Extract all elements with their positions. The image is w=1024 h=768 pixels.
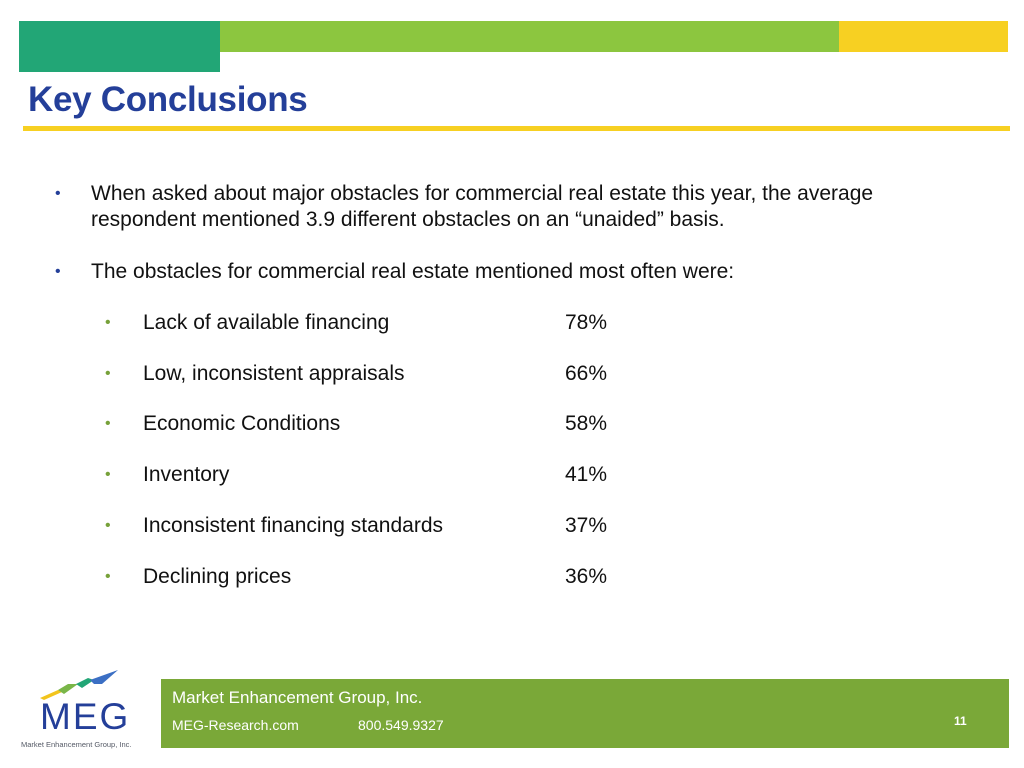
obstacle-percent: 58% (565, 412, 608, 435)
footer-website: MEG-Research.com (172, 717, 299, 733)
obstacle-percent: 66% (565, 362, 608, 385)
slide-title: Key Conclusions (28, 80, 308, 119)
sub-bullet-icon: • (105, 517, 111, 534)
rising-arrow-logo-icon (40, 670, 118, 700)
sub-bullet-icon: • (105, 415, 111, 432)
obstacle-item: • Inventory 41% (105, 462, 643, 488)
sub-bullet-icon: • (105, 568, 111, 585)
sub-bullet-icon: • (105, 365, 111, 382)
obstacle-percent: 78% (565, 311, 608, 334)
footer-phone: 800.549.9327 (358, 717, 444, 733)
header-teal-block (19, 21, 220, 72)
bullet-icon: • (55, 263, 61, 280)
bullet-most-mentioned: • The obstacles for commercial real esta… (55, 259, 971, 285)
header-yellow-bar (839, 21, 1008, 52)
obstacle-item: • Low, inconsistent appraisals 66% (105, 361, 643, 387)
obstacle-item: • Economic Conditions 58% (105, 411, 643, 437)
obstacle-label: Lack of available financing (143, 311, 390, 334)
footer-company: Market Enhancement Group, Inc. (172, 688, 423, 707)
obstacle-item: • Inconsistent financing standards 37% (105, 513, 643, 539)
logo-subtitle: Market Enhancement Group, Inc. (21, 740, 132, 749)
bullet-icon: • (55, 185, 61, 202)
obstacle-item: • Declining prices 36% (105, 564, 643, 590)
obstacle-label: Economic Conditions (143, 412, 341, 435)
obstacle-label: Inconsistent financing standards (143, 514, 444, 537)
logo-acronym: MEG (40, 696, 131, 737)
obstacle-label: Inventory (143, 463, 230, 486)
title-underline (23, 126, 1010, 131)
obstacle-percent: 41% (565, 463, 608, 486)
bullet-average-obstacles: • When asked about major obstacles for c… (55, 181, 971, 233)
obstacle-percent: 37% (565, 514, 608, 537)
header-green-bar (220, 21, 839, 52)
bullet-text: When asked about major obstacles for com… (91, 182, 874, 231)
obstacle-label: Declining prices (143, 565, 292, 588)
obstacle-percent: 36% (565, 565, 608, 588)
bullet-text: The obstacles for commercial real estate… (91, 260, 735, 283)
sub-bullet-icon: • (105, 314, 111, 331)
obstacle-item: • Lack of available financing 78% (105, 310, 643, 336)
sub-bullet-icon: • (105, 466, 111, 483)
page-number: 11 (954, 714, 967, 728)
obstacle-label: Low, inconsistent appraisals (143, 362, 405, 385)
footer-bar: Market Enhancement Group, Inc. MEG-Resea… (161, 679, 1009, 748)
